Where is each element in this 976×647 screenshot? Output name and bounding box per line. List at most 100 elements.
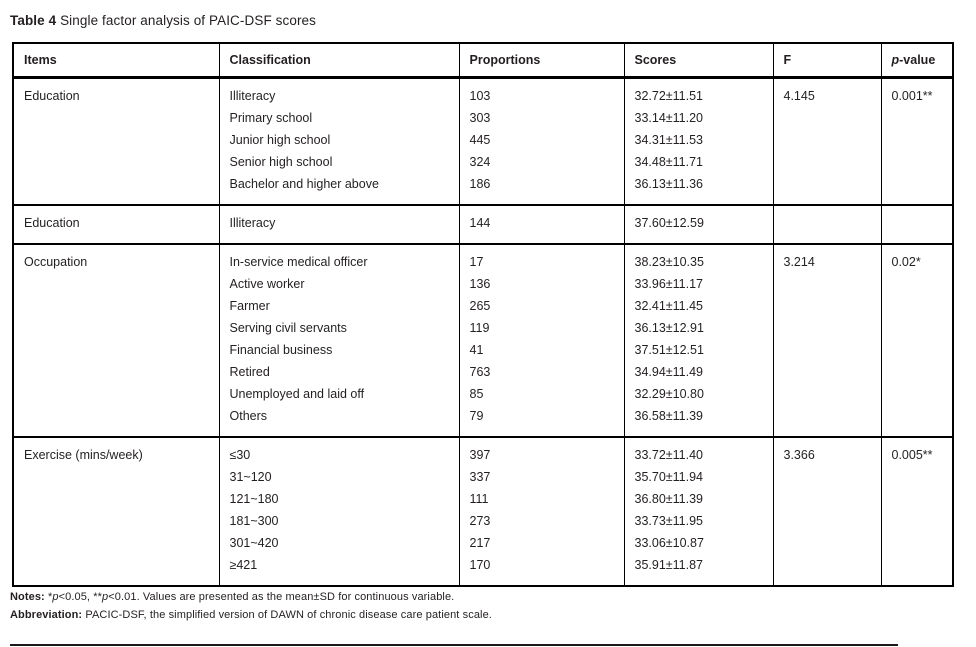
table-row: Education Illiteracy 144 37.60±12.59 bbox=[13, 204, 954, 244]
table-row: 181~300 273 33.73±11.95 bbox=[13, 509, 953, 532]
p-cell bbox=[881, 204, 954, 244]
classification-cell: Junior high school bbox=[219, 128, 460, 151]
column-header-p-value: p-value bbox=[881, 43, 954, 79]
proportions-cell: 445 bbox=[459, 128, 625, 151]
table-row: Occupation In-service medical officer 17… bbox=[13, 243, 954, 437]
table-row: Financial business 41 37.51±12.51 bbox=[13, 338, 953, 361]
table-row: Primary school 303 33.14±11.20 bbox=[13, 106, 953, 129]
item-cell: Education bbox=[13, 204, 220, 244]
proportions-cell: 186 bbox=[459, 172, 625, 205]
f-cell: 4.145 bbox=[773, 77, 882, 205]
table-row: 301~420 217 33.06±10.87 bbox=[13, 531, 953, 554]
classification-cell: Senior high school bbox=[219, 150, 460, 173]
proportions-cell: 170 bbox=[459, 553, 625, 586]
column-header-proportions: Proportions bbox=[459, 43, 625, 79]
proportions-cell: 265 bbox=[459, 294, 625, 317]
classification-cell: Farmer bbox=[219, 294, 460, 317]
classification-cell: Active worker bbox=[219, 272, 460, 295]
p-cell: 0.005** bbox=[881, 436, 954, 586]
classification-cell: Others bbox=[219, 404, 460, 437]
section-education-1: Education Illiteracy 103 32.72±11.51 4.1… bbox=[13, 77, 954, 205]
item-cell: Education bbox=[13, 77, 220, 205]
footnotes: Notes: *p<0.05, **p<0.01. Values are pre… bbox=[10, 588, 492, 624]
classification-cell: Illiteracy bbox=[219, 204, 460, 244]
column-header-items: Items bbox=[13, 43, 220, 79]
scores-cell: 33.96±11.17 bbox=[624, 272, 774, 295]
scores-cell: 32.72±11.51 bbox=[624, 77, 774, 107]
scores-cell: 36.58±11.39 bbox=[624, 404, 774, 437]
proportions-cell: 111 bbox=[459, 487, 625, 510]
scores-cell: 33.72±11.40 bbox=[624, 436, 774, 466]
item-cell: Exercise (mins/week) bbox=[13, 436, 220, 586]
proportions-cell: 337 bbox=[459, 465, 625, 488]
proportions-cell: 85 bbox=[459, 382, 625, 405]
table-row: Retired 763 34.94±11.49 bbox=[13, 360, 953, 383]
proportions-cell: 119 bbox=[459, 316, 625, 339]
classification-cell: Financial business bbox=[219, 338, 460, 361]
column-header-scores: Scores bbox=[624, 43, 774, 79]
f-cell: 3.214 bbox=[773, 243, 882, 437]
classification-cell: Serving civil servants bbox=[219, 316, 460, 339]
p-cell: 0.001** bbox=[881, 77, 954, 205]
proportions-cell: 217 bbox=[459, 531, 625, 554]
table-container: Items Classification Proportions Scores … bbox=[12, 42, 954, 587]
table-row: Others 79 36.58±11.39 bbox=[13, 404, 953, 437]
header-row: Items Classification Proportions Scores … bbox=[13, 43, 954, 79]
scores-cell: 34.48±11.71 bbox=[624, 150, 774, 173]
classification-cell: Bachelor and higher above bbox=[219, 172, 460, 205]
classification-cell: 121~180 bbox=[219, 487, 460, 510]
f-cell bbox=[773, 204, 882, 244]
table-title: Table 4 Single factor analysis of PAIC-D… bbox=[10, 13, 316, 28]
classification-cell: ≥421 bbox=[219, 553, 460, 586]
notes-label: Notes: bbox=[10, 591, 45, 603]
table-row: Education Illiteracy 103 32.72±11.51 4.1… bbox=[13, 77, 954, 205]
p-cell: 0.02* bbox=[881, 243, 954, 437]
proportions-cell: 103 bbox=[459, 77, 625, 107]
table-row: 31~120 337 35.70±11.94 bbox=[13, 465, 953, 488]
table-row: Active worker 136 33.96±11.17 bbox=[13, 272, 953, 295]
proportions-cell: 136 bbox=[459, 272, 625, 295]
item-cell: Occupation bbox=[13, 243, 220, 437]
classification-cell: Illiteracy bbox=[219, 77, 460, 107]
abbreviation-label: Abbreviation: bbox=[10, 609, 83, 621]
scores-cell: 38.23±10.35 bbox=[624, 243, 774, 273]
scores-cell: 35.70±11.94 bbox=[624, 465, 774, 488]
table-row: Unemployed and laid off 85 32.29±10.80 bbox=[13, 382, 953, 405]
single-factor-analysis-table: Items Classification Proportions Scores … bbox=[12, 42, 954, 587]
proportions-cell: 763 bbox=[459, 360, 625, 383]
page-bottom-rule bbox=[10, 644, 898, 646]
section-occupation: Occupation In-service medical officer 17… bbox=[13, 243, 954, 437]
scores-cell: 33.06±10.87 bbox=[624, 531, 774, 554]
proportions-cell: 273 bbox=[459, 509, 625, 532]
scores-cell: 34.94±11.49 bbox=[624, 360, 774, 383]
table-row: 121~180 111 36.80±11.39 bbox=[13, 487, 953, 510]
classification-cell: ≤30 bbox=[219, 436, 460, 466]
scores-cell: 33.14±11.20 bbox=[624, 106, 774, 129]
scores-cell: 32.41±11.45 bbox=[624, 294, 774, 317]
table-row: Junior high school 445 34.31±11.53 bbox=[13, 128, 953, 151]
table-row: Bachelor and higher above 186 36.13±11.3… bbox=[13, 172, 953, 205]
table-number: Table 4 bbox=[10, 13, 57, 28]
section-education-2: Education Illiteracy 144 37.60±12.59 bbox=[13, 204, 954, 244]
table-header: Items Classification Proportions Scores … bbox=[13, 43, 954, 79]
classification-cell: In-service medical officer bbox=[219, 243, 460, 273]
table-row: Senior high school 324 34.48±11.71 bbox=[13, 150, 953, 173]
classification-cell: 31~120 bbox=[219, 465, 460, 488]
table-title-text: Single factor analysis of PAIC-DSF score… bbox=[60, 13, 317, 28]
table-row: ≥421 170 35.91±11.87 bbox=[13, 553, 953, 586]
proportions-cell: 303 bbox=[459, 106, 625, 129]
proportions-cell: 324 bbox=[459, 150, 625, 173]
scores-cell: 36.13±11.36 bbox=[624, 172, 774, 205]
column-header-classification: Classification bbox=[219, 43, 460, 79]
proportions-cell: 397 bbox=[459, 436, 625, 466]
table-row: Serving civil servants 119 36.13±12.91 bbox=[13, 316, 953, 339]
scores-cell: 36.13±12.91 bbox=[624, 316, 774, 339]
table-row: Exercise (mins/week) ≤30 397 33.72±11.40… bbox=[13, 436, 954, 586]
proportions-cell: 41 bbox=[459, 338, 625, 361]
classification-cell: 301~420 bbox=[219, 531, 460, 554]
scores-cell: 37.60±12.59 bbox=[624, 204, 774, 244]
classification-cell: Primary school bbox=[219, 106, 460, 129]
column-header-f: F bbox=[773, 43, 882, 79]
f-cell: 3.366 bbox=[773, 436, 882, 586]
proportions-cell: 144 bbox=[459, 204, 625, 244]
